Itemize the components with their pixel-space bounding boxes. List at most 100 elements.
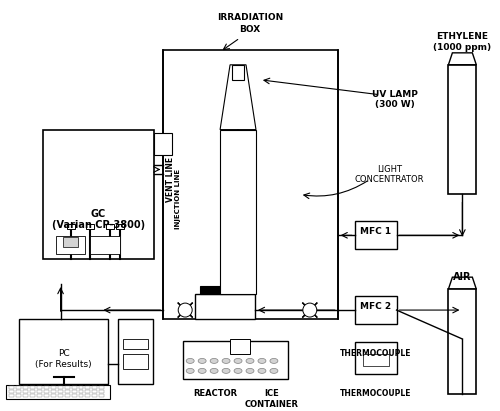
- Text: VENT LINE: VENT LINE: [166, 157, 174, 202]
- FancyBboxPatch shape: [90, 236, 120, 254]
- FancyBboxPatch shape: [78, 394, 84, 397]
- FancyBboxPatch shape: [448, 65, 476, 194]
- Ellipse shape: [246, 368, 254, 373]
- FancyBboxPatch shape: [354, 342, 397, 374]
- FancyBboxPatch shape: [58, 386, 62, 389]
- FancyBboxPatch shape: [362, 354, 388, 366]
- FancyBboxPatch shape: [183, 341, 288, 379]
- Text: INJECTION LINE: INJECTION LINE: [175, 169, 181, 229]
- FancyBboxPatch shape: [44, 390, 49, 393]
- FancyBboxPatch shape: [86, 386, 90, 389]
- FancyBboxPatch shape: [8, 394, 14, 397]
- FancyBboxPatch shape: [66, 224, 74, 229]
- Text: BOX: BOX: [240, 25, 260, 35]
- FancyBboxPatch shape: [18, 319, 108, 384]
- Ellipse shape: [186, 368, 194, 373]
- FancyBboxPatch shape: [195, 294, 255, 319]
- FancyBboxPatch shape: [100, 394, 104, 397]
- Ellipse shape: [246, 358, 254, 363]
- FancyBboxPatch shape: [44, 394, 49, 397]
- Text: THERMOCOUPLE: THERMOCOUPLE: [340, 389, 411, 398]
- Text: IRRADIATION: IRRADIATION: [217, 14, 283, 23]
- Polygon shape: [448, 53, 476, 65]
- FancyBboxPatch shape: [164, 50, 338, 319]
- Ellipse shape: [198, 368, 206, 373]
- FancyBboxPatch shape: [62, 237, 78, 247]
- Ellipse shape: [270, 368, 278, 373]
- FancyBboxPatch shape: [230, 339, 250, 354]
- FancyBboxPatch shape: [64, 394, 70, 397]
- FancyBboxPatch shape: [448, 289, 476, 394]
- FancyBboxPatch shape: [154, 133, 172, 155]
- FancyBboxPatch shape: [22, 390, 28, 393]
- FancyBboxPatch shape: [16, 394, 20, 397]
- FancyBboxPatch shape: [8, 390, 14, 393]
- FancyBboxPatch shape: [44, 386, 49, 389]
- Text: MFC 1: MFC 1: [360, 227, 391, 236]
- FancyBboxPatch shape: [86, 224, 94, 229]
- Text: UV LAMP
(300 W): UV LAMP (300 W): [372, 90, 418, 109]
- FancyBboxPatch shape: [354, 222, 397, 249]
- FancyBboxPatch shape: [118, 319, 154, 384]
- FancyBboxPatch shape: [232, 65, 244, 80]
- FancyBboxPatch shape: [220, 129, 256, 294]
- FancyBboxPatch shape: [50, 386, 56, 389]
- FancyBboxPatch shape: [86, 394, 90, 397]
- FancyBboxPatch shape: [58, 394, 62, 397]
- FancyBboxPatch shape: [42, 129, 154, 259]
- FancyBboxPatch shape: [30, 390, 35, 393]
- FancyBboxPatch shape: [86, 390, 90, 393]
- FancyBboxPatch shape: [72, 390, 76, 393]
- FancyBboxPatch shape: [100, 386, 104, 389]
- Ellipse shape: [258, 368, 266, 373]
- FancyBboxPatch shape: [78, 386, 84, 389]
- FancyBboxPatch shape: [100, 390, 104, 393]
- FancyBboxPatch shape: [22, 386, 28, 389]
- Text: LIGHT
CONCENTRATOR: LIGHT CONCENTRATOR: [355, 165, 424, 184]
- FancyBboxPatch shape: [92, 390, 98, 393]
- Text: THERMOCOUPLE: THERMOCOUPLE: [340, 349, 411, 358]
- FancyBboxPatch shape: [6, 385, 110, 399]
- Ellipse shape: [210, 368, 218, 373]
- Text: REACTOR: REACTOR: [193, 389, 237, 398]
- Text: GC
(Varian CP-3800): GC (Varian CP-3800): [52, 208, 145, 230]
- FancyBboxPatch shape: [354, 296, 397, 324]
- FancyBboxPatch shape: [16, 386, 20, 389]
- Ellipse shape: [210, 358, 218, 363]
- FancyBboxPatch shape: [92, 394, 98, 397]
- Ellipse shape: [234, 368, 242, 373]
- Text: ICE
CONTAINER: ICE CONTAINER: [245, 389, 299, 409]
- Circle shape: [303, 303, 317, 317]
- FancyBboxPatch shape: [72, 386, 76, 389]
- Ellipse shape: [222, 358, 230, 363]
- FancyBboxPatch shape: [64, 386, 70, 389]
- FancyBboxPatch shape: [124, 354, 148, 369]
- FancyBboxPatch shape: [78, 390, 84, 393]
- Text: MFC 2: MFC 2: [360, 302, 391, 311]
- FancyBboxPatch shape: [30, 394, 35, 397]
- FancyBboxPatch shape: [22, 394, 28, 397]
- FancyBboxPatch shape: [50, 390, 56, 393]
- FancyBboxPatch shape: [58, 390, 62, 393]
- FancyBboxPatch shape: [64, 390, 70, 393]
- Circle shape: [132, 372, 140, 380]
- Text: AIR: AIR: [453, 272, 471, 282]
- FancyBboxPatch shape: [200, 286, 250, 294]
- FancyBboxPatch shape: [124, 339, 148, 349]
- FancyBboxPatch shape: [50, 394, 56, 397]
- FancyBboxPatch shape: [92, 386, 98, 389]
- FancyBboxPatch shape: [106, 224, 114, 229]
- Ellipse shape: [234, 358, 242, 363]
- Ellipse shape: [270, 358, 278, 363]
- FancyBboxPatch shape: [16, 390, 20, 393]
- FancyBboxPatch shape: [56, 236, 86, 254]
- Text: ETHYLENE
(1000 ppm): ETHYLENE (1000 ppm): [434, 32, 492, 51]
- FancyBboxPatch shape: [72, 394, 76, 397]
- FancyBboxPatch shape: [36, 390, 42, 393]
- Polygon shape: [220, 65, 256, 129]
- FancyBboxPatch shape: [116, 224, 124, 229]
- Ellipse shape: [198, 358, 206, 363]
- Polygon shape: [448, 277, 476, 289]
- Text: PC
(For Results): PC (For Results): [35, 349, 92, 369]
- Circle shape: [178, 303, 192, 317]
